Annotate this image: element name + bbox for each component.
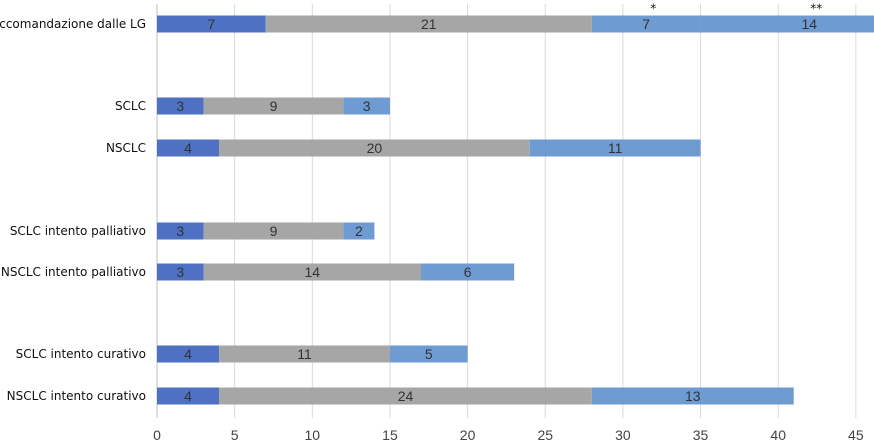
bar-segment-3-1 — [203, 222, 344, 240]
bar-segment-1-2 — [343, 97, 390, 115]
x-tick-label-20: 20 — [460, 427, 476, 443]
bar-segment-5-1 — [219, 345, 390, 363]
data-label-2-0: 4 — [184, 140, 192, 156]
bar-segment-2-2 — [529, 139, 701, 157]
bar-segment-5-2 — [389, 345, 468, 363]
data-label-0-3: 14 — [801, 16, 817, 32]
bar-segment-6-0 — [157, 387, 220, 405]
bar-segment-5-0 — [157, 345, 220, 363]
data-label-1-0: 3 — [176, 98, 184, 114]
data-label-3-2: 2 — [355, 223, 363, 239]
x-tick-label-30: 30 — [615, 427, 631, 443]
bar-segment-4-1 — [203, 263, 422, 281]
bar-segment-4-0 — [157, 263, 204, 281]
category-label-4: NSCLC intento palliativo — [1, 265, 146, 279]
category-label-6: NSCLC intento curativo — [7, 389, 146, 403]
annotation-mark-0-2: * — [650, 2, 656, 16]
data-label-6-2: 13 — [685, 388, 701, 404]
data-label-3-1: 9 — [270, 223, 278, 239]
data-label-6-0: 4 — [184, 388, 192, 404]
x-tick-label-10: 10 — [305, 427, 321, 443]
bar-segment-1-0 — [157, 97, 204, 115]
bar-segment-0-3 — [700, 15, 874, 33]
data-label-4-1: 14 — [305, 264, 321, 280]
category-label-2: NSCLC — [106, 141, 146, 155]
x-tick-label-15: 15 — [382, 427, 398, 443]
bar-segment-6-2 — [591, 387, 794, 405]
x-tick-label-0: 0 — [153, 427, 161, 443]
bar-segment-6-1 — [219, 387, 592, 405]
data-label-4-0: 3 — [176, 264, 184, 280]
annotation-mark-0-3: ** — [810, 2, 822, 16]
bar-segment-3-2 — [343, 222, 375, 240]
bar-segment-0-0 — [157, 15, 266, 33]
data-label-5-2: 5 — [425, 346, 433, 362]
bar-segment-3-0 — [157, 222, 204, 240]
data-label-5-1: 11 — [297, 346, 312, 362]
data-label-0-1: 21 — [421, 16, 437, 32]
data-label-6-1: 24 — [398, 388, 414, 404]
data-label-1-1: 9 — [270, 98, 278, 114]
data-label-0-0: 7 — [207, 16, 215, 32]
data-label-0-2: 7 — [642, 16, 650, 32]
category-label-3: SCLC intento palliativo — [10, 224, 146, 238]
data-label-2-2: 11 — [608, 140, 623, 156]
data-label-2-1: 20 — [367, 140, 383, 156]
bar-segment-0-2 — [591, 15, 701, 33]
category-label-1: SCLC — [115, 99, 146, 113]
bar-segment-4-2 — [421, 263, 515, 281]
bar-segment-1-1 — [203, 97, 344, 115]
x-tick-label-5: 5 — [231, 427, 239, 443]
category-label-0: Raccomandazione dalle LG — [0, 17, 146, 31]
x-tick-label-35: 35 — [693, 427, 709, 443]
bar-segment-2-1 — [219, 139, 530, 157]
data-label-4-2: 6 — [464, 264, 472, 280]
x-tick-label-40: 40 — [770, 427, 786, 443]
data-label-1-2: 3 — [363, 98, 371, 114]
data-label-5-0: 4 — [184, 346, 192, 362]
data-label-3-0: 3 — [176, 223, 184, 239]
category-label-5: SCLC intento curativo — [16, 347, 146, 361]
x-tick-label-45: 45 — [848, 427, 864, 443]
bar-segment-0-1 — [265, 15, 592, 33]
bar-segment-2-0 — [157, 139, 220, 157]
x-tick-label-25: 25 — [537, 427, 553, 443]
